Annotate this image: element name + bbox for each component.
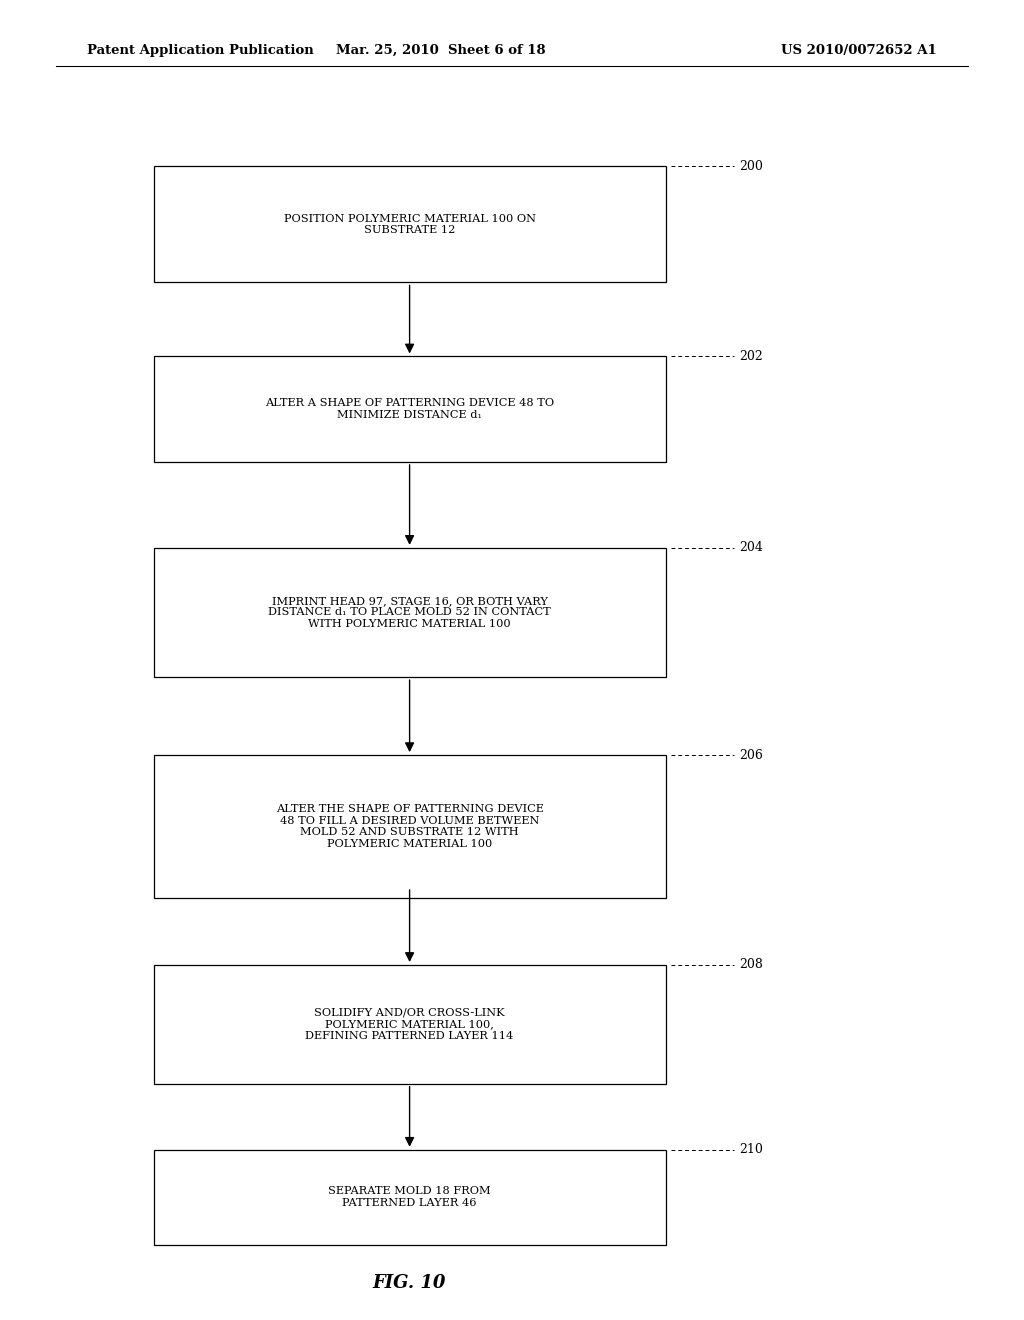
Text: 208: 208 bbox=[739, 958, 763, 972]
Bar bbox=[154, 548, 666, 677]
Text: IMPRINT HEAD 97, STAGE 16, OR BOTH VARY
DISTANCE d₁ TO PLACE MOLD 52 IN CONTACT
: IMPRINT HEAD 97, STAGE 16, OR BOTH VARY … bbox=[268, 595, 551, 630]
Text: US 2010/0072652 A1: US 2010/0072652 A1 bbox=[781, 44, 937, 57]
Text: POSITION POLYMERIC MATERIAL 100 ON
SUBSTRATE 12: POSITION POLYMERIC MATERIAL 100 ON SUBST… bbox=[284, 214, 536, 235]
Text: 202: 202 bbox=[739, 350, 763, 363]
Bar bbox=[154, 965, 666, 1084]
Text: SEPARATE MOLD 18 FROM
PATTERNED LAYER 46: SEPARATE MOLD 18 FROM PATTERNED LAYER 46 bbox=[329, 1187, 490, 1208]
Text: 200: 200 bbox=[739, 160, 763, 173]
Text: Patent Application Publication: Patent Application Publication bbox=[87, 44, 313, 57]
Bar bbox=[154, 356, 666, 462]
Text: ALTER THE SHAPE OF PATTERNING DEVICE
48 TO FILL A DESIRED VOLUME BETWEEN
MOLD 52: ALTER THE SHAPE OF PATTERNING DEVICE 48 … bbox=[275, 804, 544, 849]
Text: FIG. 10: FIG. 10 bbox=[373, 1274, 446, 1292]
Bar bbox=[154, 755, 666, 898]
Text: 206: 206 bbox=[739, 748, 763, 762]
Text: Mar. 25, 2010  Sheet 6 of 18: Mar. 25, 2010 Sheet 6 of 18 bbox=[336, 44, 545, 57]
Bar bbox=[154, 166, 666, 282]
Text: 204: 204 bbox=[739, 541, 763, 554]
Text: 210: 210 bbox=[739, 1143, 763, 1156]
Text: ALTER A SHAPE OF PATTERNING DEVICE 48 TO
MINIMIZE DISTANCE d₁: ALTER A SHAPE OF PATTERNING DEVICE 48 TO… bbox=[265, 399, 554, 420]
Bar bbox=[154, 1150, 666, 1245]
Text: SOLIDIFY AND/OR CROSS-LINK
POLYMERIC MATERIAL 100,
DEFINING PATTERNED LAYER 114: SOLIDIFY AND/OR CROSS-LINK POLYMERIC MAT… bbox=[305, 1007, 514, 1041]
